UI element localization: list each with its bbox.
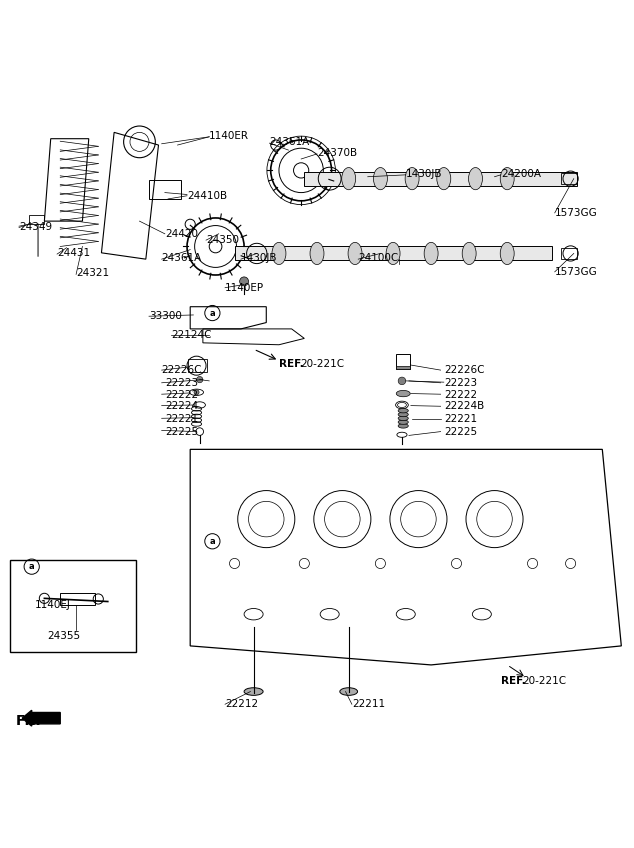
- Text: a: a: [29, 562, 34, 572]
- Ellipse shape: [424, 243, 438, 265]
- Text: 1140EP: 1140EP: [225, 282, 264, 293]
- Text: 24355: 24355: [48, 632, 81, 641]
- Text: 22223: 22223: [165, 378, 198, 388]
- Text: 22222: 22222: [165, 390, 198, 400]
- Text: 22223: 22223: [444, 378, 477, 388]
- Text: 22221: 22221: [165, 414, 198, 424]
- Text: 22222: 22222: [444, 390, 477, 400]
- Text: 22211: 22211: [352, 700, 385, 709]
- Ellipse shape: [500, 243, 514, 265]
- Text: 22224: 22224: [165, 401, 198, 411]
- Text: 24420: 24420: [165, 229, 198, 239]
- Text: 24200A: 24200A: [501, 169, 541, 179]
- Text: 1573GG: 1573GG: [555, 267, 597, 276]
- Text: 22212: 22212: [225, 700, 258, 709]
- Ellipse shape: [342, 168, 356, 190]
- Text: 22226C: 22226C: [444, 365, 484, 375]
- Ellipse shape: [244, 688, 263, 695]
- Text: 22221: 22221: [444, 414, 477, 424]
- Bar: [29, 215, 44, 224]
- FancyArrow shape: [22, 711, 60, 726]
- Ellipse shape: [405, 168, 419, 190]
- Bar: [396, 366, 410, 370]
- Circle shape: [240, 277, 249, 286]
- Bar: [60, 594, 95, 605]
- Text: 20-221C: 20-221C: [522, 676, 567, 686]
- Text: a: a: [210, 309, 215, 317]
- Circle shape: [197, 377, 203, 382]
- Ellipse shape: [437, 168, 451, 190]
- Ellipse shape: [348, 243, 362, 265]
- Text: 24361A: 24361A: [162, 253, 202, 263]
- Text: 24350: 24350: [206, 235, 239, 245]
- Text: REF.: REF.: [501, 676, 526, 686]
- Text: 22226C: 22226C: [162, 365, 202, 375]
- Bar: [561, 173, 577, 184]
- Text: 1573GG: 1573GG: [555, 208, 597, 218]
- Text: a: a: [210, 537, 215, 546]
- Text: 24370B: 24370B: [317, 148, 357, 158]
- Text: 20-221C: 20-221C: [301, 360, 345, 370]
- Text: 24321: 24321: [76, 268, 109, 278]
- Text: 33300: 33300: [149, 311, 182, 321]
- Ellipse shape: [396, 390, 410, 397]
- Circle shape: [194, 390, 199, 395]
- Text: REF.: REF.: [279, 360, 304, 370]
- Text: 24431: 24431: [57, 248, 90, 258]
- Bar: [235, 247, 552, 260]
- Bar: [10, 561, 136, 652]
- Text: 22124C: 22124C: [171, 330, 212, 340]
- Ellipse shape: [398, 420, 408, 424]
- Ellipse shape: [340, 688, 358, 695]
- Ellipse shape: [272, 243, 286, 265]
- Bar: [396, 354, 410, 370]
- Text: 24349: 24349: [19, 222, 52, 232]
- Ellipse shape: [398, 412, 408, 416]
- Bar: [188, 360, 207, 372]
- Ellipse shape: [373, 168, 387, 190]
- Ellipse shape: [398, 416, 408, 421]
- Ellipse shape: [386, 243, 400, 265]
- Ellipse shape: [500, 168, 514, 190]
- Bar: [149, 180, 181, 199]
- Ellipse shape: [398, 424, 408, 428]
- Text: 24100C: 24100C: [358, 253, 398, 263]
- Ellipse shape: [398, 409, 408, 413]
- Ellipse shape: [469, 168, 482, 190]
- Circle shape: [398, 377, 406, 385]
- Text: FR.: FR.: [16, 714, 42, 728]
- Text: 24361A: 24361A: [269, 137, 309, 147]
- Text: 24410B: 24410B: [187, 191, 227, 201]
- Text: 1140EJ: 1140EJ: [35, 600, 71, 610]
- Ellipse shape: [310, 243, 324, 265]
- Text: 1430JB: 1430JB: [241, 253, 278, 263]
- Text: 22224B: 22224B: [444, 401, 484, 411]
- Text: 22225: 22225: [165, 427, 198, 437]
- Bar: [304, 171, 577, 186]
- Text: 22225: 22225: [444, 427, 477, 437]
- Ellipse shape: [462, 243, 476, 265]
- Bar: [561, 248, 577, 259]
- Text: 1140ER: 1140ER: [209, 131, 249, 141]
- Text: 1430JB: 1430JB: [406, 169, 443, 179]
